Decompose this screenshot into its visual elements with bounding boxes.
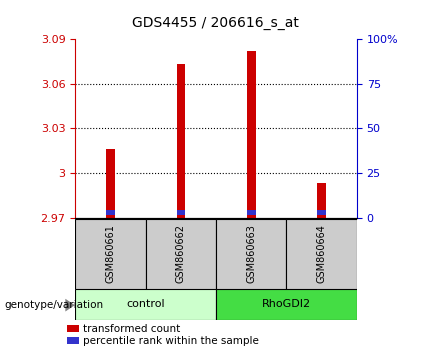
Bar [247, 51, 255, 218]
Text: GSM860664: GSM860664 [316, 224, 327, 284]
Polygon shape [65, 299, 75, 312]
Text: transformed count: transformed count [83, 324, 180, 333]
Bar [247, 210, 255, 215]
Text: RhoGDI2: RhoGDI2 [262, 299, 311, 309]
Bar [146, 219, 216, 289]
Text: control: control [126, 299, 165, 309]
Bar [75, 289, 216, 320]
Bar [177, 210, 185, 215]
Bar [106, 210, 115, 215]
Text: GDS4455 / 206616_s_at: GDS4455 / 206616_s_at [132, 16, 298, 30]
Bar [75, 219, 146, 289]
Bar [216, 219, 286, 289]
Text: genotype/variation: genotype/variation [4, 300, 104, 310]
Text: GSM860661: GSM860661 [105, 224, 116, 284]
Text: percentile rank within the sample: percentile rank within the sample [83, 336, 258, 346]
Bar [317, 210, 326, 215]
Bar [286, 219, 357, 289]
Bar [317, 183, 326, 218]
Bar [106, 149, 115, 218]
Bar [216, 289, 357, 320]
Text: GSM860663: GSM860663 [246, 224, 256, 284]
Text: GSM860662: GSM860662 [176, 224, 186, 284]
Bar [177, 64, 185, 218]
